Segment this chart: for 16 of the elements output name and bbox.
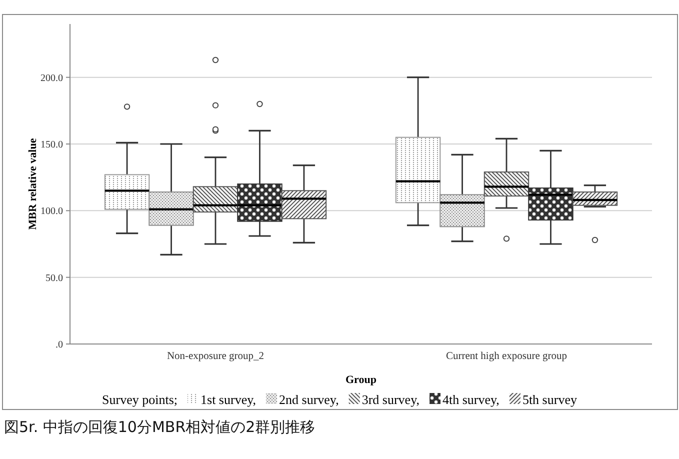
y-tick-label: 100.0 bbox=[40, 206, 63, 218]
legend-label: 3rd survey, bbox=[362, 392, 420, 407]
legend-label: 4th survey, bbox=[442, 392, 500, 407]
y-tick-label: 150.0 bbox=[40, 140, 63, 150]
legend-label: 5th survey bbox=[522, 392, 578, 407]
legend-title: Survey points; bbox=[102, 392, 178, 407]
caption: 図5r. 中指の回復10分MBR相対値の2群別推移 bbox=[4, 418, 316, 436]
y-tick-label: 50.0 bbox=[46, 272, 63, 284]
x-axis-title: Group bbox=[346, 374, 376, 386]
x-tick-label: Current high exposure group bbox=[446, 351, 568, 362]
x-tick-label: Non-exposure group_2 bbox=[166, 351, 264, 362]
y-axis-title: MBR relative value bbox=[27, 138, 39, 230]
y-tick-label: 200.0 bbox=[40, 72, 63, 84]
legend-label: 2nd survey, bbox=[279, 392, 339, 407]
y-tick-label: .0 bbox=[56, 340, 63, 350]
legend-label: 1st survey, bbox=[200, 392, 256, 407]
